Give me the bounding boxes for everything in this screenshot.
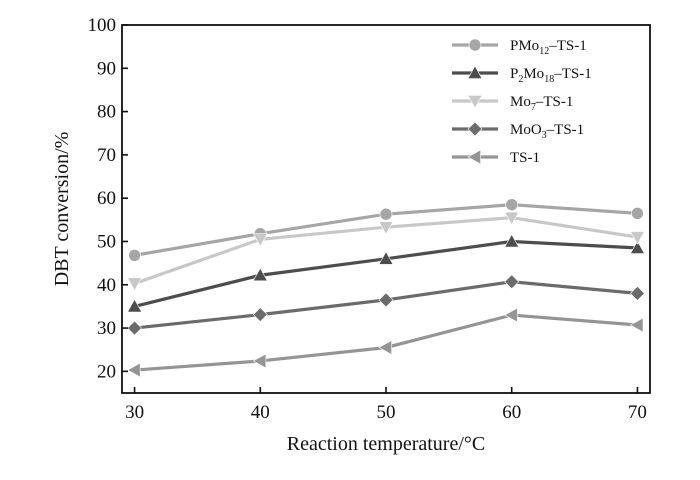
data-point bbox=[128, 249, 141, 262]
legend-label-part: P bbox=[510, 66, 518, 82]
legend-label: MoO3–TS-1 bbox=[510, 122, 584, 141]
legend-marker bbox=[467, 149, 481, 165]
legend-subscript: 18 bbox=[544, 74, 554, 85]
series-2 bbox=[127, 233, 645, 313]
data-point bbox=[378, 221, 394, 235]
data-point bbox=[504, 233, 520, 248]
legend-label-part: –TS-1 bbox=[535, 94, 574, 110]
data-point bbox=[127, 298, 143, 313]
data-point bbox=[630, 285, 645, 301]
series-5 bbox=[126, 307, 644, 378]
data-point bbox=[631, 207, 644, 220]
legend-entry: PMo12–TS-1 bbox=[452, 38, 587, 57]
plot-series bbox=[126, 198, 645, 378]
legend-label: PMo12–TS-1 bbox=[510, 38, 587, 57]
y-tick-label: 90 bbox=[97, 58, 116, 79]
legend-marker bbox=[467, 121, 483, 137]
legend-label-part: MoO bbox=[510, 122, 542, 138]
legend-subscript: 2 bbox=[518, 74, 523, 85]
legend-entry: P2Mo18–TS-1 bbox=[452, 65, 592, 85]
x-tick-label: 40 bbox=[251, 402, 270, 423]
data-point bbox=[505, 198, 519, 211]
legend-entry: MoO3–TS-1 bbox=[452, 121, 584, 141]
data-point bbox=[378, 340, 392, 356]
legend-label: Mo7–TS-1 bbox=[510, 94, 573, 113]
legend-subscript: 7 bbox=[531, 102, 536, 113]
legend: PMo12–TS-1P2Mo18–TS-1Mo7–TS-1MoO3–TS-1TS… bbox=[452, 38, 592, 166]
legend-label-part: –TS-1 bbox=[548, 38, 587, 54]
y-tick-label: 100 bbox=[88, 15, 117, 36]
data-point bbox=[252, 267, 268, 282]
axis-ticks: 20 30 40 50 60 70 80 90 100 30 40 50 60 70 bbox=[88, 15, 647, 423]
data-point bbox=[252, 307, 268, 323]
data-point bbox=[378, 292, 394, 308]
legend-entry: Mo7–TS-1 bbox=[452, 94, 573, 113]
legend-marker bbox=[468, 38, 482, 52]
data-point bbox=[379, 207, 393, 221]
data-point bbox=[126, 362, 141, 378]
x-tick-label: 70 bbox=[628, 402, 647, 423]
data-point bbox=[629, 240, 645, 254]
legend-marker bbox=[467, 65, 483, 79]
y-tick-label: 80 bbox=[97, 102, 116, 123]
y-tick-label: 20 bbox=[97, 361, 116, 382]
data-point bbox=[378, 251, 394, 265]
y-tick-label: 70 bbox=[97, 145, 116, 166]
data-point bbox=[629, 317, 644, 333]
data-point bbox=[127, 320, 142, 336]
x-tick-label: 30 bbox=[125, 402, 144, 423]
series-3 bbox=[127, 211, 645, 292]
y-axis-label: DBT conversion/% bbox=[51, 132, 73, 287]
data-point bbox=[252, 353, 267, 369]
data-point bbox=[629, 231, 645, 245]
data-point bbox=[504, 307, 518, 323]
x-tick-label: 60 bbox=[502, 402, 521, 423]
y-tick-label: 60 bbox=[97, 188, 116, 209]
data-point bbox=[252, 233, 268, 247]
data-point bbox=[504, 274, 520, 290]
x-tick-label: 50 bbox=[377, 402, 396, 423]
series-4 bbox=[127, 274, 645, 336]
legend-entry: TS-1 bbox=[452, 149, 540, 166]
legend-label-part: Mo bbox=[523, 66, 544, 82]
legend-subscript: 12 bbox=[539, 46, 549, 57]
y-tick-label: 50 bbox=[97, 231, 116, 252]
data-point bbox=[127, 277, 143, 292]
y-tick-label: 40 bbox=[97, 275, 116, 296]
legend-label-part: PMo bbox=[510, 38, 539, 54]
legend-label: TS-1 bbox=[510, 150, 540, 166]
legend-marker bbox=[467, 95, 483, 109]
legend-label-part: Mo bbox=[510, 94, 531, 110]
series-line bbox=[134, 313, 638, 372]
legend-label: P2Mo18–TS-1 bbox=[510, 66, 592, 85]
legend-label-part: –TS-1 bbox=[546, 122, 585, 138]
x-axis-label: Reaction temperature/°C bbox=[287, 433, 485, 455]
y-tick-label: 30 bbox=[97, 318, 116, 339]
legend-subscript: 3 bbox=[542, 130, 547, 141]
data-point bbox=[504, 211, 520, 226]
legend-label-part: –TS-1 bbox=[553, 66, 592, 82]
